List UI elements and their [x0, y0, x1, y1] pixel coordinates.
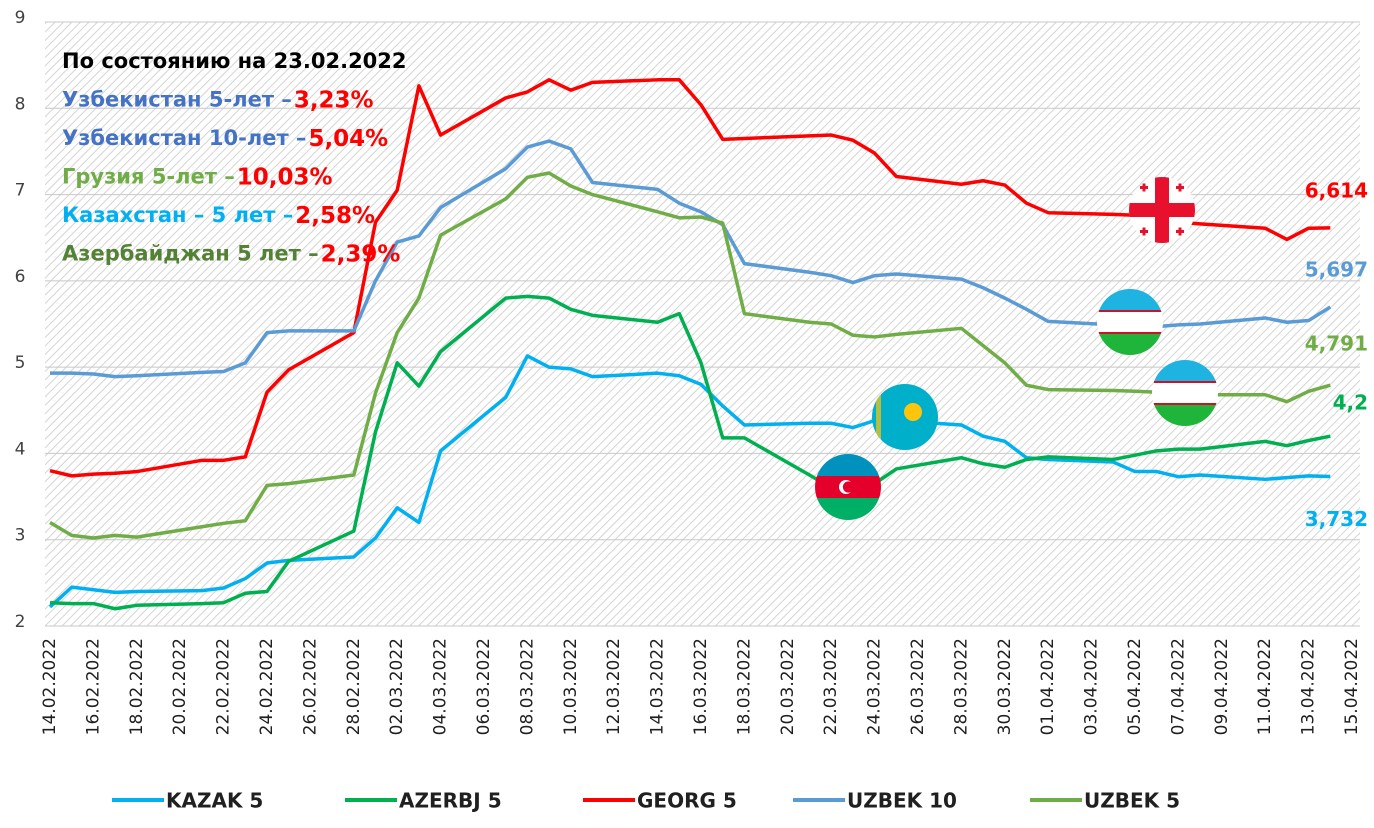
data-label: 6,614 — [1305, 178, 1368, 202]
x-tick-label: 22.02.2022 — [214, 638, 234, 735]
x-tick-label: 04.03.2022 — [431, 638, 451, 735]
flag-georgia — [1129, 177, 1195, 243]
x-tick-label: 06.03.2022 — [474, 638, 494, 735]
annotation-label: Казахстан – 5 лет – — [62, 203, 293, 227]
x-tick-label: 02.03.2022 — [387, 638, 407, 735]
y-tick-label: 8 — [15, 94, 26, 114]
annotation-label: По состоянию на 23.02.2022 — [62, 49, 407, 73]
x-tick-label: 24.02.2022 — [257, 638, 277, 735]
flag-uzbekistan — [1097, 289, 1163, 355]
x-tick-label: 26.02.2022 — [300, 638, 320, 735]
x-tick-label: 22.03.2022 — [821, 638, 841, 735]
y-tick-label: 7 — [15, 181, 26, 201]
x-tick-label: 03.04.2022 — [1082, 638, 1102, 735]
annotation: Узбекистан 5-лет –3,23% — [62, 87, 374, 113]
annotation: Казахстан – 5 лет –2,58% — [62, 203, 375, 229]
x-tick-label: 12.03.2022 — [604, 638, 624, 735]
annotation: Азербайджан 5 лет –2,39% — [62, 241, 400, 267]
x-tick-label: 28.02.2022 — [344, 638, 364, 735]
x-tick-label: 13.04.2022 — [1299, 638, 1319, 735]
annotation-label: Узбекистан 5-лет – — [62, 88, 292, 112]
annotation-value: 3,23% — [294, 87, 374, 113]
annotation-value: 2,39% — [321, 241, 401, 267]
y-tick-label: 2 — [15, 612, 26, 632]
data-label: 4,2 — [1333, 391, 1368, 415]
x-tick-label: 09.04.2022 — [1212, 638, 1232, 735]
data-label: 5,697 — [1305, 258, 1368, 282]
flag-uzbekistan — [1152, 360, 1218, 426]
x-tick-label: 16.02.2022 — [83, 638, 103, 735]
annotation-label: Грузия 5-лет – — [62, 165, 235, 189]
x-tick-label: 28.03.2022 — [951, 638, 971, 735]
x-tick-label: 11.04.2022 — [1255, 638, 1275, 735]
annotation-value: 10,03% — [237, 164, 333, 190]
annotation: Узбекистан 10-лет –5,04% — [62, 126, 388, 152]
series-line — [49, 171, 1331, 540]
annotation-label: Узбекистан 10-лет – — [62, 126, 306, 150]
annotation: Грузия 5-лет –10,03% — [62, 164, 333, 190]
x-tick-label: 14.03.2022 — [648, 638, 668, 735]
y-tick-label: 4 — [15, 439, 26, 459]
x-tick-label: 18.03.2022 — [734, 638, 754, 735]
annotation-value: 5,04% — [308, 126, 388, 152]
x-tick-label: 14.02.2022 — [40, 638, 60, 735]
series-line — [48, 354, 1331, 609]
annotation-label: Азербайджан 5 лет – — [62, 242, 319, 266]
x-tick-label: 07.04.2022 — [1168, 638, 1188, 735]
x-tick-label: 08.03.2022 — [517, 638, 537, 735]
x-tick-label: 05.04.2022 — [1125, 638, 1145, 735]
legend-label: KAZAK 5 — [166, 789, 263, 813]
x-tick-label: 01.04.2022 — [1038, 638, 1058, 735]
annotation: По состоянию на 23.02.2022 — [62, 49, 407, 73]
x-tick-label: 10.03.2022 — [561, 638, 581, 735]
y-tick-label: 3 — [15, 526, 26, 546]
series-line — [49, 294, 1331, 611]
legend-label: UZBEK 10 — [847, 789, 957, 813]
x-tick-label: 24.03.2022 — [865, 638, 885, 735]
legend-label: AZERBJ 5 — [399, 789, 502, 813]
x-tick-label: 16.03.2022 — [691, 638, 711, 735]
legend-label: UZBEK 5 — [1084, 789, 1180, 813]
y-tick-label: 6 — [15, 267, 26, 287]
y-tick-label: 5 — [15, 353, 26, 373]
x-tick-label: 20.03.2022 — [778, 638, 798, 735]
annotation-value: 2,58% — [295, 203, 375, 229]
flag-azerbaijan — [815, 454, 881, 520]
x-tick-label: 26.03.2022 — [908, 638, 928, 735]
x-tick-label: 30.03.2022 — [995, 638, 1015, 735]
data-label: 4,791 — [1305, 332, 1368, 356]
y-tick-label: 9 — [15, 8, 26, 28]
x-tick-label: 15.04.2022 — [1342, 638, 1362, 735]
x-tick-label: 18.02.2022 — [127, 638, 147, 735]
flag-kazakhstan — [872, 384, 938, 450]
x-tick-label: 20.02.2022 — [170, 638, 190, 735]
data-label: 3,732 — [1305, 507, 1368, 531]
legend-label: GEORG 5 — [637, 789, 737, 813]
